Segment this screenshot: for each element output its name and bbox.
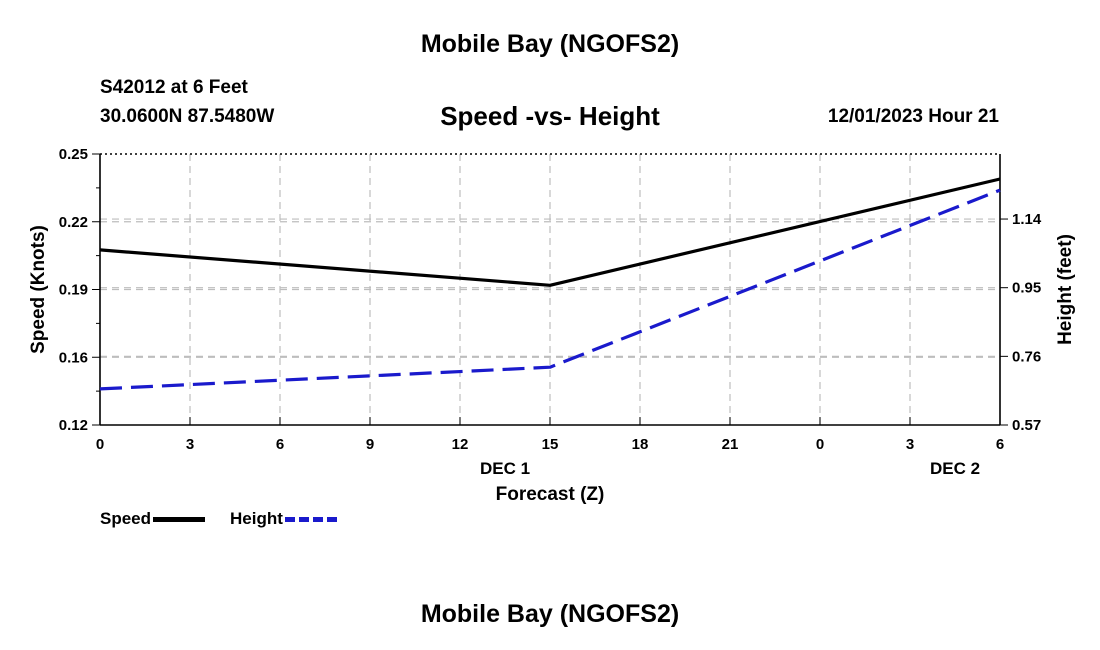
legend-label-height: Height bbox=[230, 509, 283, 528]
x-tick-label: 0 bbox=[96, 436, 104, 453]
x-tick-label: 12 bbox=[452, 436, 469, 453]
y-axis-label: Speed (Knots) bbox=[28, 225, 49, 354]
coordinates-label: 30.0600N 87.5480W bbox=[100, 106, 275, 127]
x-axis-label: Forecast (Z) bbox=[496, 484, 605, 505]
station-label: S42012 at 6 Feet bbox=[100, 77, 248, 98]
page-title: Mobile Bay (NGOFS2) bbox=[420, 30, 680, 58]
x-tick-label: 3 bbox=[186, 436, 194, 453]
legend-swatch-speed bbox=[153, 516, 206, 522]
y-right-tick-label: 1.14 bbox=[1012, 211, 1042, 228]
series-line-height bbox=[99, 188, 1001, 391]
y-right-tick-label: 0.76 bbox=[1012, 348, 1041, 365]
y-axis-label-right: Height (feet) bbox=[1055, 234, 1076, 345]
page-title-bottom: Mobile Bay (NGOFS2) bbox=[420, 600, 680, 628]
series-line-speed bbox=[99, 177, 1001, 287]
x-tick-label: 6 bbox=[996, 436, 1004, 453]
legend-label-speed: Speed bbox=[100, 509, 152, 528]
legend-item-height: Height bbox=[230, 509, 337, 529]
y-right-tick-label: 0.95 bbox=[1012, 280, 1041, 297]
x-tick-label: 15 bbox=[542, 436, 559, 453]
legend-item-speed: Speed bbox=[100, 509, 206, 529]
x-date-label: DEC 2 bbox=[930, 459, 980, 478]
y-tick-label: 0.25 bbox=[59, 146, 88, 163]
chart-title: Speed -vs- Height bbox=[440, 101, 660, 131]
y-tick-label: 0.12 bbox=[59, 417, 88, 434]
x-tick-label: 6 bbox=[276, 436, 284, 453]
legend-swatch-height bbox=[284, 516, 337, 522]
x-tick-label: 9 bbox=[366, 436, 374, 453]
x-date-label: DEC 1 bbox=[480, 459, 530, 478]
y-tick-label: 0.22 bbox=[59, 214, 88, 231]
x-tick-label: 0 bbox=[816, 436, 824, 453]
timestamp-label: 12/01/2023 Hour 21 bbox=[827, 106, 999, 127]
x-tick-label: 3 bbox=[906, 436, 914, 453]
x-tick-label: 21 bbox=[722, 436, 739, 453]
y-right-tick-label: 0.57 bbox=[1012, 417, 1041, 434]
y-tick-label: 0.16 bbox=[59, 349, 88, 366]
x-tick-label: 18 bbox=[632, 436, 649, 453]
y-tick-label: 0.19 bbox=[59, 282, 88, 299]
